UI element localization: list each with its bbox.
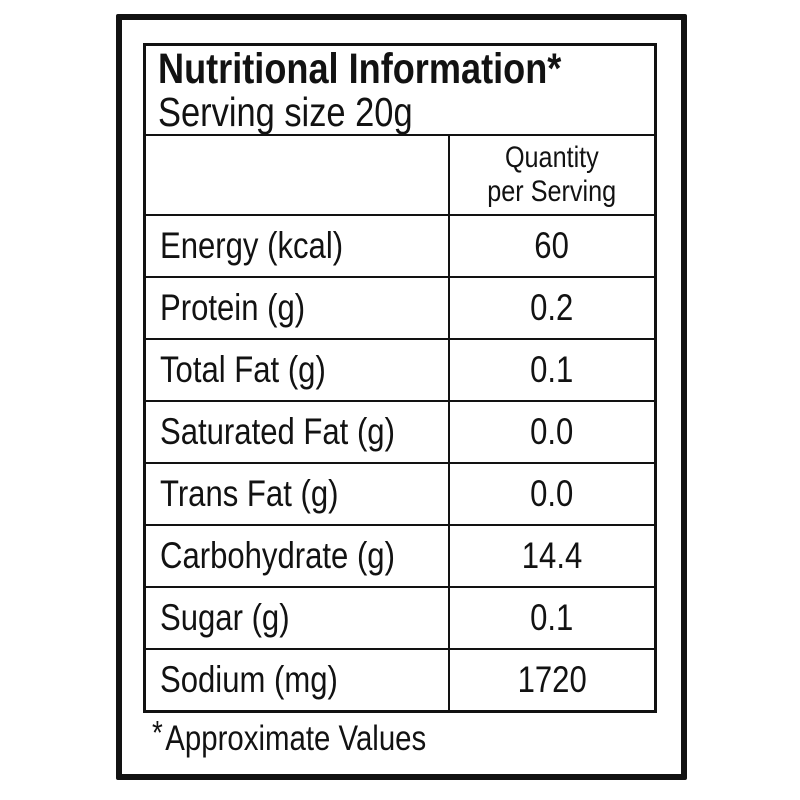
- nutrition-table: Nutritional Information* Serving size 20…: [143, 43, 657, 713]
- row-value-cell: 0.1: [448, 340, 654, 400]
- footnote-text: Approximate Values: [165, 719, 427, 758]
- row-label-cell: Total Fat (g): [146, 340, 448, 400]
- column-header-row: Quantity per Serving: [146, 134, 654, 214]
- row-value-cell: 1720: [448, 650, 654, 710]
- row-label: Carbohydrate (g): [160, 535, 395, 576]
- quantity-header-cell: Quantity per Serving: [448, 136, 654, 214]
- title-text: Nutritional Information*: [158, 45, 562, 94]
- serving-size: Serving size 20g: [158, 91, 646, 134]
- row-label: Protein (g): [160, 287, 306, 328]
- quantity-header-line2: per Serving: [487, 175, 617, 208]
- page-title: Nutritional Information*: [158, 48, 646, 91]
- row-label: Total Fat (g): [160, 349, 326, 390]
- footnote-asterisk: *: [152, 714, 163, 751]
- serving-size-text: Serving size 20g: [158, 89, 413, 136]
- row-value-cell: 0.0: [448, 402, 654, 462]
- row-value: 60: [534, 225, 570, 266]
- table-title-cell: Nutritional Information* Serving size 20…: [146, 46, 654, 134]
- row-label: Saturated Fat (g): [160, 411, 395, 452]
- row-value-cell: 14.4: [448, 526, 654, 586]
- table-row-sodium: Sodium (mg) 1720: [146, 648, 654, 710]
- table-row-protein: Protein (g) 0.2: [146, 276, 654, 338]
- empty-header-cell: [146, 136, 448, 214]
- table-row-total-fat: Total Fat (g) 0.1: [146, 338, 654, 400]
- row-label: Trans Fat (g): [160, 473, 339, 514]
- row-value-cell: 0.1: [448, 588, 654, 648]
- table-row-trans-fat: Trans Fat (g) 0.0: [146, 462, 654, 524]
- row-value-cell: 0.0: [448, 464, 654, 524]
- table-row-energy: Energy (kcal) 60: [146, 214, 654, 276]
- quantity-header-line1: Quantity: [505, 141, 599, 175]
- row-value: 0.1: [530, 597, 574, 638]
- row-label: Energy (kcal): [160, 225, 344, 266]
- row-value: 0.0: [530, 411, 574, 452]
- row-value: 0.0: [530, 473, 574, 514]
- table-row-carbohydrate: Carbohydrate (g) 14.4: [146, 524, 654, 586]
- row-label-cell: Energy (kcal): [146, 216, 448, 276]
- row-value-cell: 60: [448, 216, 654, 276]
- row-value: 1720: [517, 659, 587, 700]
- approximate-values-footnote: *Approximate Values: [152, 714, 478, 759]
- row-label-cell: Saturated Fat (g): [146, 402, 448, 462]
- row-label-cell: Trans Fat (g): [146, 464, 448, 524]
- row-label-cell: Carbohydrate (g): [146, 526, 448, 586]
- table-row-sugar: Sugar (g) 0.1: [146, 586, 654, 648]
- row-label-cell: Sodium (mg): [146, 650, 448, 710]
- row-value-cell: 0.2: [448, 278, 654, 338]
- row-value: 0.2: [530, 287, 574, 328]
- table-row-saturated-fat: Saturated Fat (g) 0.0: [146, 400, 654, 462]
- row-label-cell: Protein (g): [146, 278, 448, 338]
- row-value: 14.4: [521, 535, 583, 576]
- row-label-cell: Sugar (g): [146, 588, 448, 648]
- row-label: Sodium (mg): [160, 659, 338, 700]
- outer-frame: Nutritional Information* Serving size 20…: [116, 14, 687, 780]
- row-value: 0.1: [530, 349, 574, 390]
- row-label: Sugar (g): [160, 597, 290, 638]
